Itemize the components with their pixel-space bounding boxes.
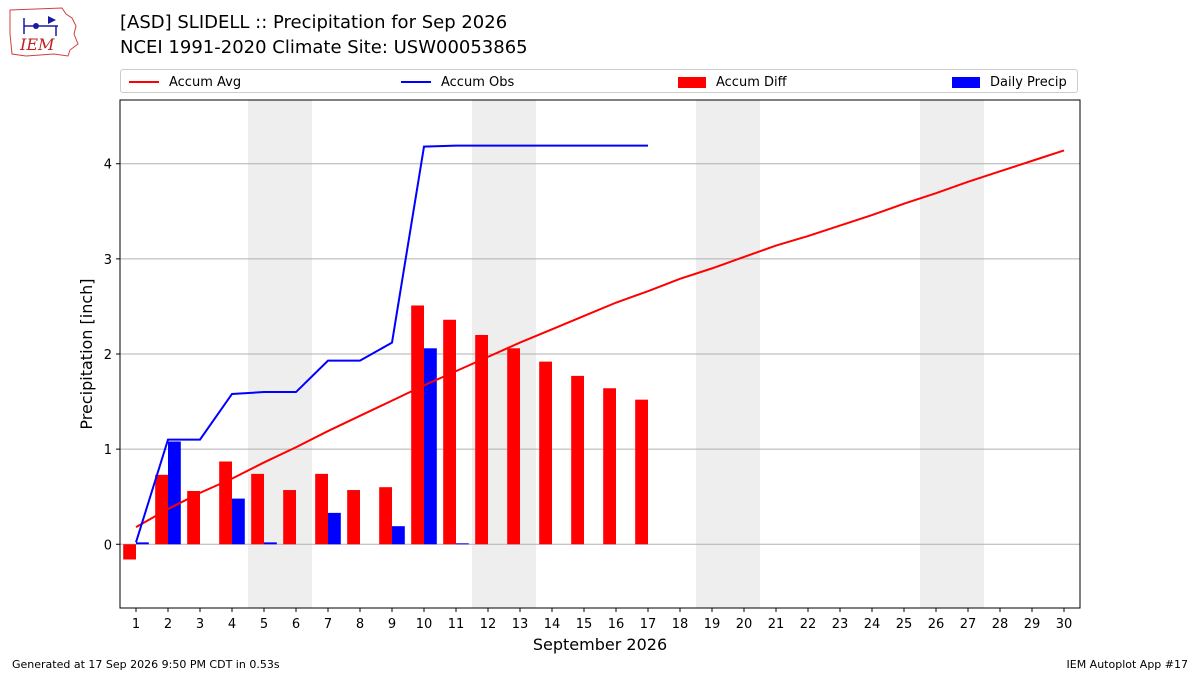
legend-label: Accum Obs	[441, 74, 515, 90]
legend: Accum Avg Accum Obs Accum Diff Daily Pre…	[120, 69, 1078, 93]
legend-swatch	[952, 76, 980, 88]
accum-diff-bar	[443, 319, 456, 545]
accum-diff-bar	[347, 490, 360, 545]
x-tick-label: 8	[356, 617, 364, 632]
x-tick-label: 25	[896, 617, 913, 632]
x-tick-label: 22	[800, 617, 817, 632]
chart-subtitle: NCEI 1991-2020 Climate Site: USW00053865	[120, 37, 528, 58]
x-tick-label: 11	[448, 617, 465, 632]
daily-precip-bar	[168, 441, 181, 545]
legend-item-accum-obs: Accum Obs	[401, 73, 514, 91]
daily-precip-bar	[232, 498, 245, 545]
x-axis-label: September 2026	[533, 635, 667, 654]
bars	[123, 305, 648, 560]
y-axis-label: Precipitation [inch]	[77, 278, 96, 429]
x-tick-label: 21	[768, 617, 785, 632]
daily-precip-bar	[264, 542, 277, 545]
accum-obs-line	[135, 144, 648, 543]
x-tick-label: 19	[704, 617, 721, 632]
y-tick-label: 3	[104, 253, 112, 268]
y-tick-label: 0	[104, 538, 112, 553]
x-tick-label: 1	[132, 617, 140, 632]
x-tick-label: 20	[736, 617, 753, 632]
accum-diff-bar	[411, 305, 424, 545]
x-tick-label: 24	[864, 617, 881, 632]
daily-precip-bar	[424, 348, 437, 545]
legend-item-accum-diff: Accum Diff	[678, 73, 787, 91]
gridlines	[120, 163, 1080, 545]
x-tick-label: 2	[164, 617, 172, 632]
lines	[135, 144, 1065, 543]
accum-diff-bar	[379, 487, 392, 545]
daily-precip-bar	[328, 512, 341, 545]
legend-label: Accum Diff	[716, 74, 787, 90]
chart-title: [ASD] SLIDELL :: Precipitation for Sep 2…	[120, 12, 508, 33]
footer-generated: Generated at 17 Sep 2026 9:50 PM CDT in …	[12, 658, 280, 671]
legend-item-daily-precip: Daily Precip	[952, 73, 1067, 91]
x-tick-label: 3	[196, 617, 204, 632]
accum-avg-line	[135, 149, 1065, 529]
accum-diff-bar	[539, 361, 552, 545]
accum-diff-bar	[315, 473, 328, 545]
x-tick-label: 13	[512, 617, 529, 632]
iem-logo: IEM	[9, 7, 79, 57]
accum-diff-bar	[507, 348, 520, 545]
y-tick-label: 2	[104, 348, 112, 363]
x-tick-label: 29	[1024, 617, 1041, 632]
accum-diff-bar	[187, 490, 200, 545]
y-tick-label: 1	[104, 443, 112, 458]
accum-diff-bar	[603, 388, 616, 545]
accum-diff-bar	[123, 544, 136, 560]
legend-swatch	[401, 81, 431, 83]
y-tick-label: 4	[104, 158, 112, 173]
x-tick-label: 5	[260, 617, 268, 632]
x-tick-label: 9	[388, 617, 396, 632]
legend-label: Daily Precip	[990, 74, 1067, 90]
x-tick-label: 14	[544, 617, 561, 632]
x-tick-label: 7	[324, 617, 332, 632]
x-tick-label: 4	[228, 617, 236, 632]
daily-precip-bar	[456, 543, 469, 545]
x-tick-label: 30	[1056, 617, 1073, 632]
logo-text: IEM	[19, 35, 55, 54]
accum-diff-bar	[251, 473, 264, 545]
x-tick-label: 23	[832, 617, 849, 632]
x-tick-label: 16	[608, 617, 625, 632]
accum-diff-bar	[635, 399, 648, 545]
x-tick-label: 27	[960, 617, 977, 632]
accum-diff-bar	[475, 334, 488, 545]
accum-diff-bar	[571, 375, 584, 545]
daily-precip-bar	[136, 542, 149, 545]
accum-diff-bar	[219, 461, 232, 545]
x-tick-label: 18	[672, 617, 689, 632]
legend-label: Accum Avg	[169, 74, 242, 90]
accum-diff-bar	[155, 474, 168, 545]
x-tick-label: 26	[928, 617, 945, 632]
x-tick-label: 6	[292, 617, 300, 632]
legend-item-accum-avg: Accum Avg	[129, 73, 241, 91]
x-tick-label: 28	[992, 617, 1009, 632]
accum-diff-bar	[283, 490, 296, 545]
x-tick-label: 12	[480, 617, 497, 632]
legend-swatch	[129, 81, 159, 83]
x-tick-label: 10	[416, 617, 433, 632]
x-tick-label: 17	[640, 617, 657, 632]
footer-app: IEM Autoplot App #17	[1066, 658, 1189, 671]
legend-swatch	[678, 76, 706, 88]
x-tick-label: 15	[576, 617, 593, 632]
daily-precip-bar	[392, 526, 405, 545]
